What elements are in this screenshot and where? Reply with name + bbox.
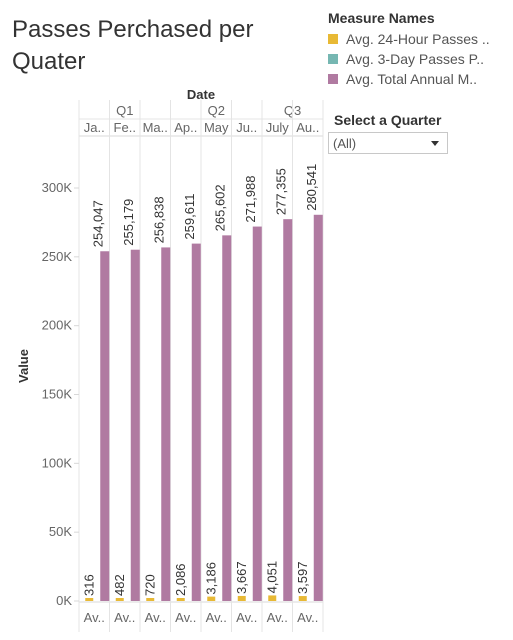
bar-0-2 (146, 598, 155, 601)
bar-2-3 (191, 243, 201, 602)
legend-label-3-day: Avg. 3-Day Passes P.. (346, 51, 484, 67)
legend-item-total-annual[interactable]: Avg. Total Annual M.. (328, 69, 508, 89)
y-axis-label: Value (16, 349, 31, 383)
legend-swatch-3-day (328, 54, 338, 64)
bar-data-label: 720 (143, 574, 158, 596)
bar-0-4 (207, 596, 216, 601)
bar-2-6 (283, 219, 293, 601)
bar-2-7 (313, 214, 323, 601)
legend-item-3-day[interactable]: Avg. 3-Day Passes P.. (328, 49, 508, 69)
bottom-measure-label: Av.. (84, 610, 105, 625)
bar-0-5 (237, 595, 246, 601)
bar-data-label: 280,541 (304, 164, 319, 211)
bottom-measure-label: Av.. (236, 610, 257, 625)
bar-data-label: 3,597 (295, 562, 310, 595)
y-tick-label: 200K (42, 318, 73, 333)
chevron-down-icon[interactable] (431, 140, 439, 146)
bar-0-7 (298, 596, 307, 601)
quarter-select[interactable]: (All) (328, 132, 448, 154)
legend-item-24-hour[interactable]: Avg. 24-Hour Passes .. (328, 29, 508, 49)
month-label: Au.. (296, 120, 319, 135)
month-label: May (204, 120, 229, 135)
y-tick-label: 300K (42, 180, 73, 195)
bar-data-label: 3,667 (234, 561, 249, 594)
bar-data-label: 256,838 (152, 196, 167, 243)
legend-swatch-24-hour (328, 34, 338, 44)
bar-2-0 (100, 251, 110, 601)
bottom-measure-label: Av.. (206, 610, 227, 625)
y-tick-label: 150K (42, 387, 73, 402)
bar-data-label: 254,047 (91, 200, 106, 247)
bar-data-label: 271,988 (243, 176, 258, 223)
bottom-measure-label: Av.. (297, 610, 318, 625)
bar-data-label: 316 (82, 574, 97, 596)
bar-data-label: 255,179 (121, 199, 136, 246)
quarter-select-value: (All) (333, 135, 357, 151)
quarter-filter: Select a Quarter (All) (328, 112, 452, 154)
month-label: Ja.. (84, 120, 105, 135)
legend-title: Measure Names (328, 10, 435, 26)
bar-2-4 (222, 235, 232, 601)
bar-2-1 (130, 249, 140, 601)
bar-0-1 (115, 598, 124, 601)
bar-2-5 (252, 226, 262, 602)
bar-0-6 (268, 595, 277, 601)
bottom-measure-label: Av.. (114, 610, 135, 625)
bar-0-3 (176, 598, 185, 601)
legend: Measure Names Avg. 24-Hour Passes .. Avg… (328, 10, 508, 89)
legend-label-24-hour: Avg. 24-Hour Passes .. (346, 31, 490, 47)
bottom-measure-label: Av.. (175, 610, 196, 625)
bar-0-0 (85, 598, 94, 601)
quarter-label: Q1 (116, 103, 133, 118)
month-label: Ju.. (236, 120, 257, 135)
bar-data-label: 3,186 (204, 562, 219, 595)
bar-data-label: 482 (112, 574, 127, 596)
bar-data-label: 265,602 (213, 184, 228, 231)
quarter-label: Q2 (208, 103, 225, 118)
bar-data-label: 259,611 (182, 194, 197, 240)
y-tick-label: 50K (49, 524, 72, 539)
y-tick-label: 100K (42, 455, 73, 470)
bar-data-label: 277,355 (274, 168, 289, 215)
y-tick-label: 0K (56, 593, 72, 608)
month-label: Ap.. (174, 120, 197, 135)
y-tick-label: 250K (42, 249, 73, 264)
bottom-measure-label: Av.. (145, 610, 166, 625)
bar-data-label: 4,051 (265, 561, 280, 594)
legend-swatch-total-annual (328, 74, 338, 84)
bar-data-label: 2,086 (173, 563, 188, 596)
chart-title: Passes Perchased per Quater (12, 16, 254, 75)
month-label: July (266, 120, 290, 135)
bottom-measure-label: Av.. (267, 610, 288, 625)
filter-title: Select a Quarter (334, 112, 442, 128)
month-label: Fe.. (114, 120, 136, 135)
bar-2-2 (161, 247, 171, 602)
month-label: Ma.. (143, 120, 168, 135)
legend-label-total-annual: Avg. Total Annual M.. (346, 71, 478, 87)
column-header-date: Date (187, 87, 215, 102)
